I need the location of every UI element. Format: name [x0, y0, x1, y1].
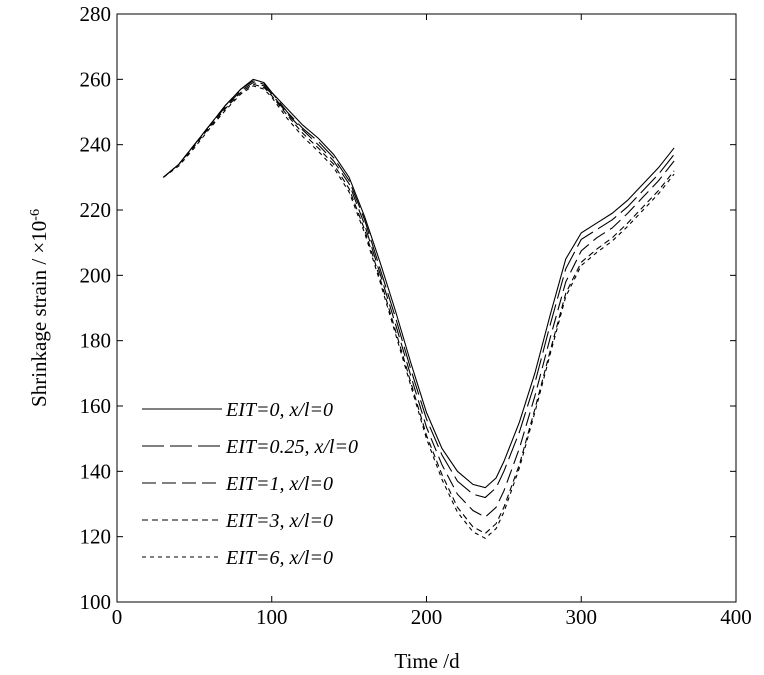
legend-label-5: EIT=6, x/l=0: [225, 547, 333, 569]
axis-ticks: 0 100 200 300 400100120140160180200220240260…: [80, 2, 752, 629]
y-tick-label: 180: [80, 329, 112, 353]
y-tick-label: 200: [80, 263, 112, 287]
y-tick-label: 220: [80, 198, 112, 222]
y-tick-label: 260: [80, 67, 112, 91]
legend-label-2: EIT=0.25, x/l=0: [225, 436, 358, 458]
y-axis-title-exponent: -6: [28, 209, 43, 221]
y-tick-label: 160: [80, 394, 112, 418]
y-tick-label: 240: [80, 133, 112, 157]
series-line-4: [163, 83, 675, 535]
y-tick-label: 280: [80, 2, 112, 26]
y-axis-title: Shrinkage strain / ×10-6: [27, 209, 51, 407]
series-line-3: [163, 81, 675, 518]
x-axis-title: Time /d: [394, 649, 460, 673]
x-tick-label: 100: [256, 605, 288, 629]
legend-label-1: EIT=0, x/l=0: [225, 399, 333, 421]
y-tick-label: 140: [80, 459, 112, 483]
series-line-5: [163, 85, 675, 539]
x-tick-label: 400: [720, 605, 752, 629]
legend-label-3: EIT=1, x/l=0: [225, 473, 333, 495]
series-lines: [163, 78, 675, 539]
x-tick-label: 200: [411, 605, 443, 629]
y-tick-label: 120: [80, 525, 112, 549]
series-line-1: [163, 78, 675, 489]
x-tick-label: 0: [112, 605, 123, 629]
axes: [116, 13, 737, 603]
series-line-2: [163, 80, 675, 499]
legend-label-4: EIT=3, x/l=0: [225, 510, 333, 532]
plot-area-frame: [116, 13, 737, 603]
y-axis-title-text: Shrinkage strain / ×10: [27, 221, 51, 407]
legend: EIT=0, x/l=0 EIT=0.25, x/l=0 EIT=1, x/l=0 E…: [142, 399, 358, 569]
y-tick-label: 100: [80, 590, 112, 614]
x-tick-label: 300: [566, 605, 598, 629]
